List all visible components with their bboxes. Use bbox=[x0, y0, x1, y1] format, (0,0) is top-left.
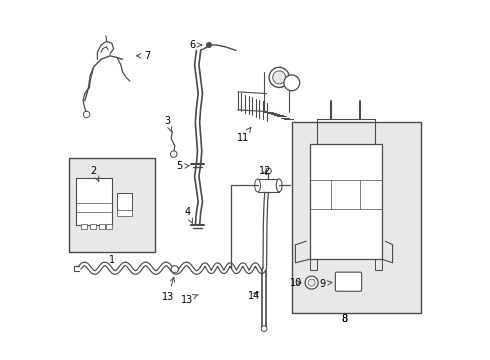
Text: 6: 6 bbox=[190, 40, 202, 50]
Circle shape bbox=[83, 111, 90, 118]
Bar bbox=[258, 179, 279, 192]
Text: 10: 10 bbox=[290, 278, 302, 288]
Bar bbox=[117, 210, 132, 216]
Circle shape bbox=[266, 168, 271, 174]
Circle shape bbox=[308, 279, 315, 286]
Ellipse shape bbox=[255, 179, 261, 192]
Circle shape bbox=[206, 42, 212, 48]
Circle shape bbox=[305, 276, 318, 289]
Text: 4: 4 bbox=[184, 207, 193, 223]
Text: 2: 2 bbox=[91, 166, 99, 181]
Circle shape bbox=[171, 266, 178, 273]
Text: 12: 12 bbox=[259, 166, 271, 176]
Circle shape bbox=[171, 151, 177, 157]
Circle shape bbox=[261, 326, 267, 332]
Circle shape bbox=[269, 67, 289, 87]
Text: 1: 1 bbox=[109, 255, 115, 265]
Circle shape bbox=[284, 75, 300, 91]
Text: 8: 8 bbox=[341, 314, 347, 324]
Text: 11: 11 bbox=[237, 127, 251, 143]
Bar bbox=[90, 224, 96, 229]
Bar bbox=[99, 224, 104, 229]
Text: 14: 14 bbox=[248, 291, 260, 301]
Bar bbox=[117, 193, 132, 211]
Text: 13: 13 bbox=[180, 294, 198, 305]
Text: 3: 3 bbox=[165, 116, 172, 131]
Bar bbox=[76, 178, 112, 225]
Text: 13: 13 bbox=[162, 277, 174, 302]
Bar bbox=[106, 224, 112, 229]
Bar bbox=[81, 224, 87, 229]
Bar bbox=[69, 158, 155, 252]
Text: 7: 7 bbox=[137, 51, 150, 61]
Circle shape bbox=[273, 71, 286, 84]
Bar bbox=[310, 144, 382, 259]
FancyBboxPatch shape bbox=[335, 272, 362, 291]
Text: 8: 8 bbox=[341, 314, 347, 324]
Text: 9: 9 bbox=[319, 279, 332, 289]
Bar bbox=[292, 122, 421, 313]
Text: 5: 5 bbox=[176, 161, 189, 171]
Ellipse shape bbox=[276, 179, 282, 192]
